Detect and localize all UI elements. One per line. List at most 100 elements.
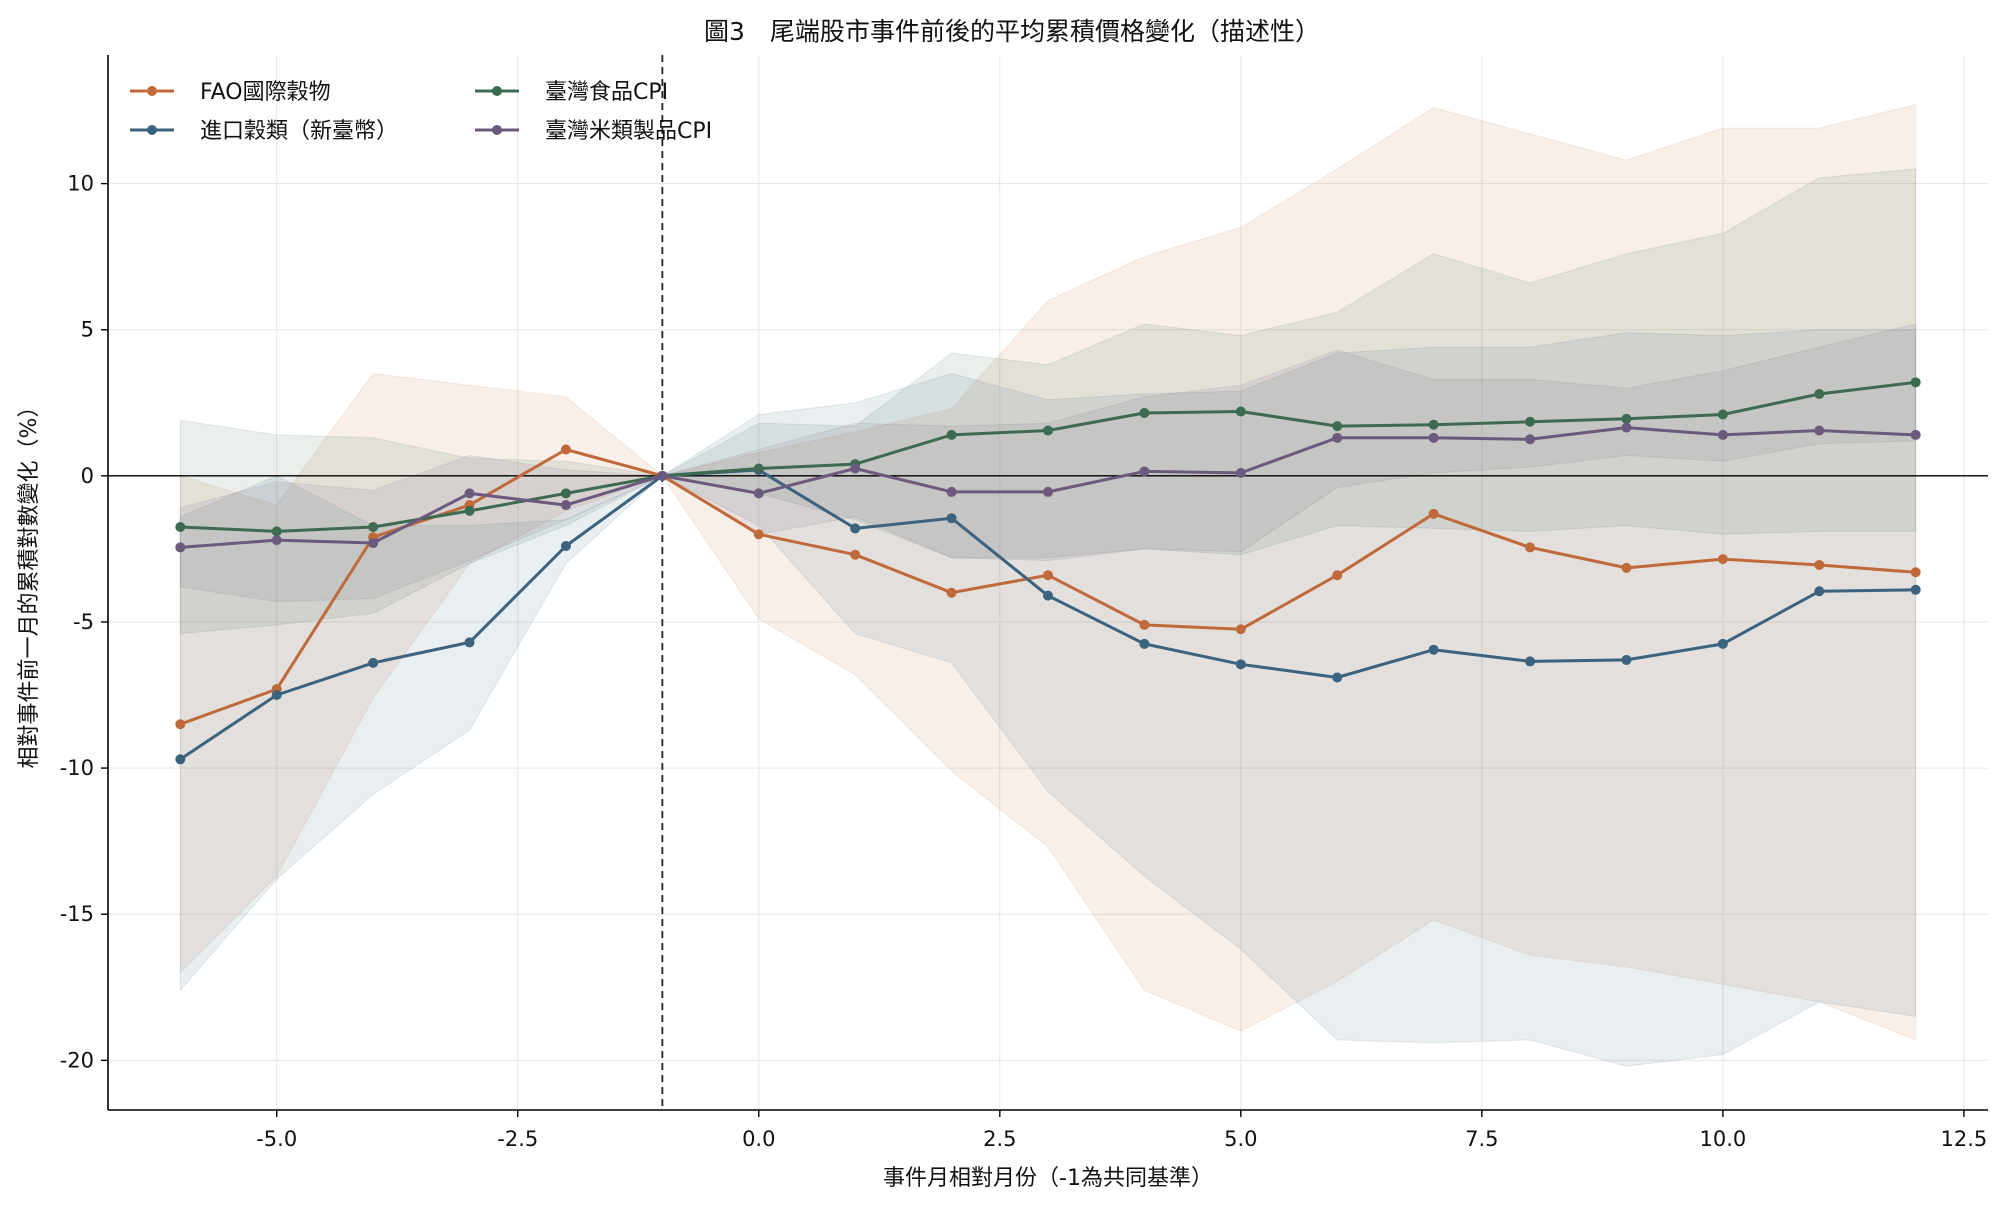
x-tick-label: -5.0 [256, 1127, 297, 1151]
data-point [175, 754, 186, 765]
x-tick-label: 12.5 [1941, 1127, 1988, 1151]
data-point [1139, 638, 1150, 649]
data-point [1332, 432, 1343, 443]
confidence-band [179, 329, 1917, 1067]
x-tick-label: -2.5 [497, 1127, 538, 1151]
x-tick-label: 5.0 [1224, 1127, 1257, 1151]
x-tick-label: 10.0 [1699, 1127, 1746, 1151]
data-point [1525, 434, 1536, 445]
data-point [1428, 432, 1439, 443]
data-point [1043, 590, 1053, 601]
data-point [1621, 422, 1632, 433]
legend-label: FAO國際穀物 [200, 80, 331, 105]
y-tick-label: 10 [67, 172, 94, 196]
data-point [850, 463, 861, 474]
legend-swatch-marker [492, 125, 502, 135]
data-point [271, 526, 282, 537]
data-point [1910, 567, 1921, 578]
data-point [1139, 619, 1150, 630]
chart-title: 圖3 尾端股市事件前後的平均累積價格變化（描述性） [704, 17, 1320, 46]
data-point [368, 657, 379, 668]
data-point [560, 540, 571, 551]
legend-swatch-marker [147, 86, 157, 96]
data-point [1332, 570, 1343, 581]
series-group [175, 464, 1921, 765]
data-point [560, 444, 571, 455]
data-point [1621, 654, 1632, 665]
data-point [1043, 425, 1053, 436]
data-point [946, 513, 957, 524]
data-point [1717, 554, 1728, 565]
data-point [1332, 672, 1343, 683]
data-point [1621, 562, 1632, 573]
data-point [946, 587, 957, 598]
data-point [1235, 624, 1246, 635]
data-point [753, 488, 764, 499]
data-point [1332, 421, 1343, 432]
y-tick-label: 0 [81, 464, 94, 488]
data-point [175, 542, 186, 553]
data-point [753, 463, 764, 474]
data-point [464, 488, 475, 499]
data-point [560, 500, 571, 511]
data-point [1525, 416, 1536, 427]
data-point [1910, 377, 1921, 388]
data-point [946, 429, 957, 440]
x-axis-label: 事件月相對月份（-1為共同基準） [883, 1166, 1213, 1191]
data-point [657, 470, 668, 481]
data-point [753, 529, 764, 540]
data-point [1621, 413, 1632, 424]
data-point [1814, 559, 1825, 570]
y-tick-label: -10 [60, 756, 94, 780]
series-group [175, 444, 1921, 730]
series-group [175, 422, 1921, 553]
data-point [464, 637, 475, 648]
data-point [464, 505, 475, 516]
data-point [850, 549, 861, 560]
data-point [1814, 586, 1825, 597]
data-point [1525, 542, 1536, 553]
legend-swatch-marker [147, 125, 157, 135]
axes [107, 55, 1988, 1111]
data-point [368, 538, 379, 549]
data-point [850, 523, 861, 534]
reference-lines [108, 55, 1988, 1110]
legend-swatch-marker [492, 86, 502, 96]
data-point [1910, 584, 1921, 595]
x-tick-label: 2.5 [983, 1127, 1016, 1151]
series-lines [175, 377, 1921, 765]
data-point [1428, 508, 1439, 519]
data-point [1717, 409, 1728, 420]
data-point [175, 719, 186, 730]
y-axis-label: 相對事件前一月的累積對數變化（%） [17, 396, 42, 769]
data-point [1814, 389, 1825, 400]
y-tick-label: -5 [73, 610, 94, 634]
data-point [1428, 644, 1439, 655]
data-point [560, 488, 571, 499]
data-point [271, 690, 282, 701]
x-ticks: -5.0 -2.5 0.0 2.5 5.0 7.5 10.0 12.5 [256, 1110, 1987, 1151]
legend-label: 進口穀類（新臺幣） [200, 119, 398, 144]
legend-label: 臺灣食品CPI [545, 80, 668, 105]
data-point [368, 521, 379, 532]
data-point [175, 521, 186, 532]
data-point [1043, 486, 1053, 497]
data-point [1428, 419, 1439, 430]
y-ticks: -20 -15 -10 -5 0 5 10 [60, 172, 108, 1072]
data-point [1814, 425, 1825, 436]
data-point [1910, 429, 1921, 440]
data-point [946, 486, 957, 497]
series-group [175, 377, 1921, 537]
y-tick-label: -15 [60, 902, 94, 926]
data-point [1235, 659, 1246, 670]
y-tick-label: -20 [60, 1048, 94, 1072]
y-tick-label: 5 [81, 318, 94, 342]
legend-label: 臺灣米類製品CPI [545, 119, 712, 144]
data-point [1525, 656, 1536, 667]
data-point [1139, 466, 1150, 477]
data-point [1043, 570, 1053, 581]
data-point [1235, 467, 1246, 478]
x-tick-label: 7.5 [1465, 1127, 1498, 1151]
